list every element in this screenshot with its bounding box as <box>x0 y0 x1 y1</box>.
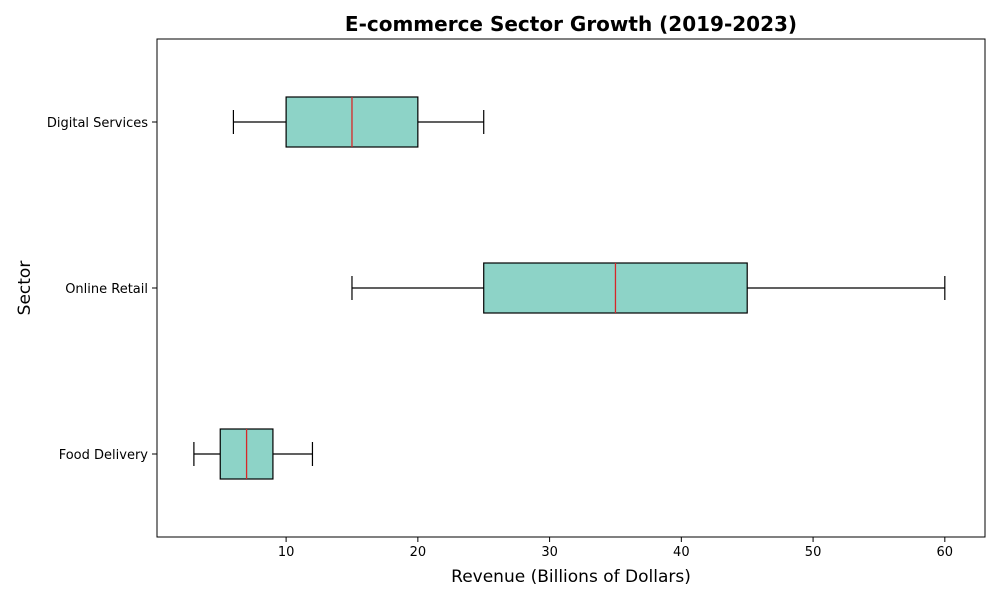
y-axis: Food Delivery Online Retail Digital Servic… <box>47 116 157 463</box>
x-axis-label: Revenue (Billions of Dollars) <box>451 567 691 587</box>
x-tick-label: 10 <box>278 545 295 560</box>
y-axis-label: Sector <box>15 261 35 316</box>
x-tick-label: 30 <box>541 545 558 560</box>
box-online-retail <box>351 262 946 314</box>
chart-marks <box>193 96 946 480</box>
x-tick-label: 40 <box>673 545 690 560</box>
x-tick-label: 20 <box>410 545 427 560</box>
x-tick-label: 50 <box>805 545 822 560</box>
chart-title: E-commerce Sector Growth (2019-2023) <box>345 12 797 36</box>
box-food-delivery <box>193 428 314 480</box>
box-digital-services <box>232 96 485 148</box>
y-tick-label: Digital Services <box>47 116 148 131</box>
y-tick-label: Online Retail <box>65 282 148 297</box>
x-tick-label: 60 <box>937 545 954 560</box>
y-tick-label: Food Delivery <box>59 448 149 463</box>
x-axis: 10 20 30 40 50 60 <box>278 537 953 560</box>
